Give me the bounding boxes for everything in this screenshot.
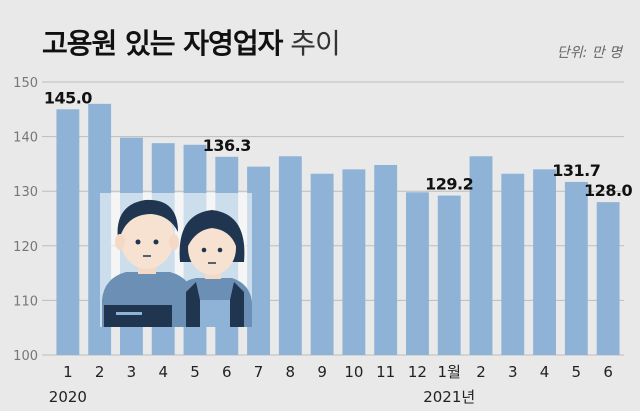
bar	[342, 169, 366, 355]
chart-title-main: 고용원 있는 자영업자	[42, 27, 283, 60]
woman-eye-right	[217, 247, 223, 253]
data-label: 136.3	[203, 136, 251, 155]
x-tick-label: 6	[603, 363, 613, 381]
man-eye-right	[153, 239, 159, 245]
x-tick-label: 3	[127, 363, 137, 381]
x-tick-label: 10	[344, 363, 363, 381]
x-tick-label: 4	[540, 363, 550, 381]
unit-label: 단위: 만 명	[556, 45, 622, 61]
man-eye-left	[135, 239, 141, 245]
bar	[310, 173, 334, 355]
x-tick-label: 3	[508, 363, 518, 381]
bar	[247, 166, 270, 355]
x-tick-label: 4	[158, 363, 168, 381]
bar	[437, 195, 461, 355]
bar	[56, 109, 80, 355]
y-axis: 100 110 120 130 140 150	[13, 76, 38, 364]
year-label: 2021년	[423, 388, 475, 406]
y-tick-label: 130	[13, 185, 38, 200]
bar	[533, 169, 556, 355]
bar	[374, 164, 398, 355]
woman-eye-left	[201, 247, 207, 253]
x-tick-label: 5	[572, 363, 582, 381]
bar	[278, 156, 302, 355]
x-tick-label: 6	[222, 363, 232, 381]
data-label: 128.0	[584, 181, 632, 200]
chart-title-suffix: 추이	[290, 27, 341, 60]
y-tick-label: 100	[13, 349, 38, 364]
x-tick-label: 7	[254, 363, 264, 381]
x-tick-label: 1월	[438, 363, 461, 381]
x-tick-label: 11	[376, 363, 395, 381]
man-ear-left	[115, 234, 125, 250]
chart-title: 고용원 있는 자영업자 추이	[42, 22, 341, 62]
year-label: 2020	[49, 388, 87, 406]
man-face	[120, 207, 174, 269]
man-ear-right	[169, 234, 179, 250]
bar	[501, 173, 525, 355]
x-tick-label: 8	[286, 363, 296, 381]
bar	[596, 202, 620, 355]
data-label: 131.7	[552, 161, 600, 180]
x-tick-label: 12	[408, 363, 427, 381]
x-tick-label: 2	[476, 363, 486, 381]
man-icon	[102, 199, 194, 327]
y-tick-label: 150	[13, 76, 38, 91]
bar	[564, 181, 588, 355]
man-counter	[104, 305, 176, 327]
x-tick-label: 1	[63, 363, 73, 381]
man-counter-stripe	[116, 312, 142, 315]
x-tick-label: 2	[95, 363, 105, 381]
x-tick-label: 9	[317, 363, 327, 381]
y-tick-label: 120	[13, 240, 38, 255]
woman-bangs	[188, 216, 236, 246]
x-tick-label: 5	[190, 363, 200, 381]
data-label: 129.2	[425, 175, 473, 194]
bar	[469, 156, 493, 355]
data-label: 145.0	[44, 88, 92, 107]
bar	[406, 192, 429, 355]
y-tick-label: 110	[13, 294, 38, 309]
woman-face	[188, 221, 236, 275]
woman-icon	[172, 210, 252, 327]
woman-apron-bib	[200, 300, 230, 327]
y-tick-label: 140	[13, 131, 38, 146]
man-hair	[117, 199, 178, 240]
workers-illustration-icon	[100, 193, 252, 327]
